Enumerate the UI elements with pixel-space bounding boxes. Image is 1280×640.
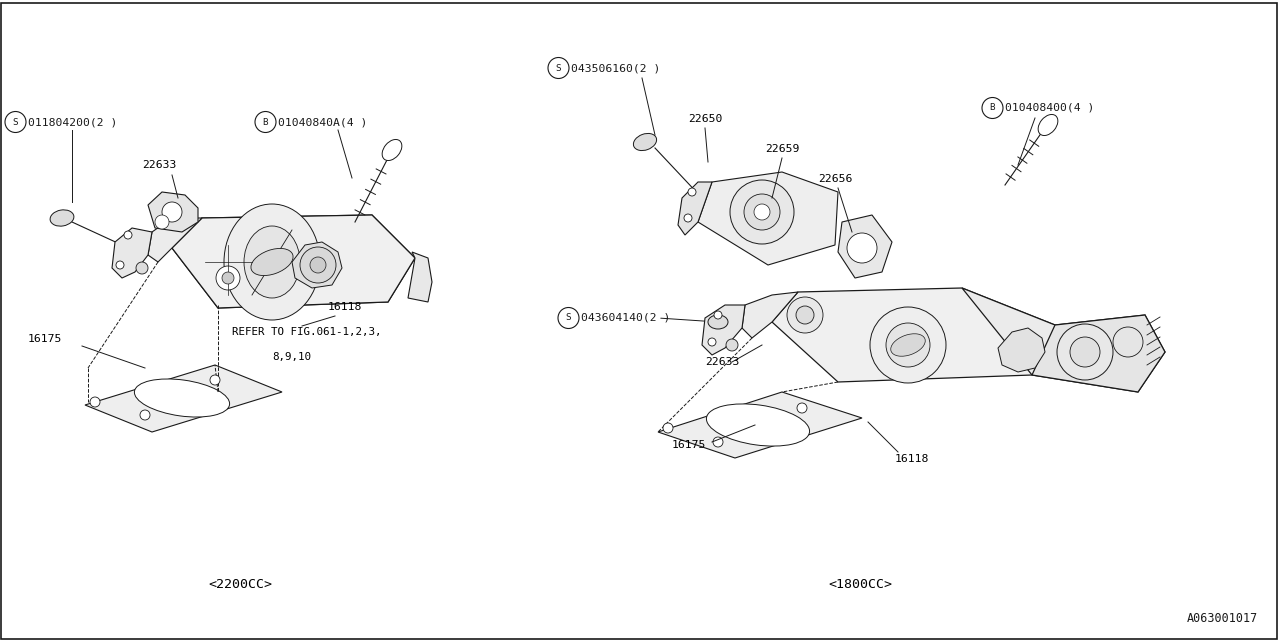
Polygon shape: [742, 292, 797, 338]
Circle shape: [140, 410, 150, 420]
Circle shape: [163, 202, 182, 222]
Text: B: B: [989, 104, 996, 113]
Polygon shape: [172, 215, 415, 308]
Polygon shape: [113, 228, 152, 278]
Polygon shape: [84, 365, 282, 432]
Polygon shape: [292, 242, 342, 288]
Ellipse shape: [50, 210, 74, 226]
Circle shape: [5, 111, 26, 132]
Circle shape: [90, 397, 100, 407]
Circle shape: [663, 423, 673, 433]
Circle shape: [216, 266, 241, 290]
Text: <1800CC>: <1800CC>: [828, 578, 892, 591]
Circle shape: [1070, 337, 1100, 367]
Circle shape: [310, 257, 326, 273]
Polygon shape: [678, 182, 712, 235]
Circle shape: [787, 297, 823, 333]
Text: 043604140(2 ): 043604140(2 ): [581, 313, 671, 323]
Circle shape: [708, 338, 716, 346]
Circle shape: [255, 111, 276, 132]
Polygon shape: [772, 288, 1055, 382]
Circle shape: [221, 272, 234, 284]
Text: 01040840A(4 ): 01040840A(4 ): [278, 117, 367, 127]
Ellipse shape: [134, 379, 229, 417]
Text: S: S: [13, 118, 18, 127]
Circle shape: [726, 339, 739, 351]
Text: 8,9,10: 8,9,10: [273, 352, 311, 362]
Circle shape: [870, 307, 946, 383]
Circle shape: [713, 437, 723, 447]
Text: 043506160(2 ): 043506160(2 ): [571, 63, 660, 73]
Text: 22650: 22650: [689, 114, 722, 124]
Text: 16118: 16118: [895, 454, 929, 464]
Circle shape: [886, 323, 931, 367]
Text: 22633: 22633: [705, 357, 740, 367]
Text: 22659: 22659: [765, 144, 800, 154]
Text: 16118: 16118: [328, 302, 362, 312]
Polygon shape: [172, 215, 415, 308]
Polygon shape: [148, 218, 202, 262]
Circle shape: [1114, 327, 1143, 357]
Text: S: S: [566, 314, 571, 323]
Circle shape: [714, 311, 722, 319]
Polygon shape: [701, 305, 745, 355]
Text: 010408400(4 ): 010408400(4 ): [1005, 103, 1094, 113]
Text: 16175: 16175: [28, 334, 63, 344]
Ellipse shape: [708, 315, 728, 329]
Text: 22633: 22633: [142, 160, 177, 170]
Circle shape: [116, 261, 124, 269]
Text: REFER TO FIG.061-1,2,3,: REFER TO FIG.061-1,2,3,: [232, 327, 381, 337]
Circle shape: [797, 403, 806, 413]
Ellipse shape: [244, 226, 300, 298]
Text: 22656: 22656: [818, 174, 852, 184]
Text: 16175: 16175: [672, 440, 707, 450]
Circle shape: [730, 180, 794, 244]
Circle shape: [982, 97, 1004, 118]
Ellipse shape: [383, 140, 402, 161]
Circle shape: [754, 204, 771, 220]
Text: A063001017: A063001017: [1187, 612, 1258, 625]
Ellipse shape: [251, 248, 293, 276]
Polygon shape: [408, 252, 433, 302]
Circle shape: [684, 214, 692, 222]
Polygon shape: [658, 392, 861, 458]
Circle shape: [210, 375, 220, 385]
Circle shape: [136, 262, 148, 274]
Ellipse shape: [891, 334, 925, 356]
Circle shape: [689, 188, 696, 196]
Polygon shape: [148, 192, 198, 232]
Polygon shape: [838, 215, 892, 278]
Circle shape: [796, 306, 814, 324]
Circle shape: [124, 231, 132, 239]
Ellipse shape: [224, 204, 320, 320]
Polygon shape: [1032, 315, 1165, 392]
Circle shape: [847, 233, 877, 263]
Text: S: S: [556, 63, 562, 72]
Polygon shape: [698, 172, 838, 265]
Circle shape: [1057, 324, 1114, 380]
Text: 011804200(2 ): 011804200(2 ): [28, 117, 118, 127]
Ellipse shape: [634, 133, 657, 150]
Ellipse shape: [707, 404, 809, 446]
Circle shape: [548, 58, 570, 79]
Text: B: B: [262, 118, 269, 127]
Circle shape: [155, 215, 169, 229]
Circle shape: [300, 247, 337, 283]
Polygon shape: [998, 328, 1044, 372]
Ellipse shape: [1038, 115, 1057, 136]
Polygon shape: [963, 288, 1165, 392]
Circle shape: [744, 194, 780, 230]
Text: <2200CC>: <2200CC>: [209, 578, 273, 591]
Circle shape: [558, 307, 579, 328]
